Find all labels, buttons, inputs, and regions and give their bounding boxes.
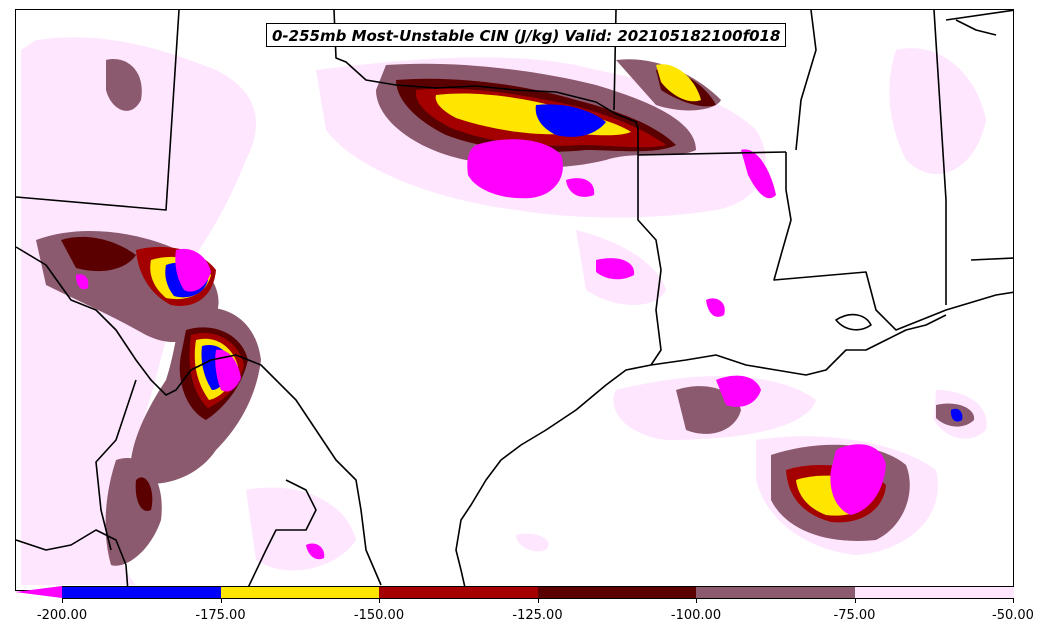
colorbar-tick-label: -200.00 bbox=[36, 608, 88, 623]
colorbar-tick bbox=[696, 598, 697, 603]
colorbar-tick bbox=[379, 598, 380, 603]
colorbar-tick-label: -125.00 bbox=[512, 608, 563, 623]
colorbar-segment bbox=[854, 586, 1014, 599]
colorbar-tick-label: -50.00 bbox=[992, 608, 1034, 623]
colorbar-tick-label: -100.00 bbox=[670, 608, 722, 623]
cin-map bbox=[16, 10, 1013, 590]
colorbar-segment bbox=[537, 586, 697, 599]
colorbar-tick bbox=[220, 598, 222, 603]
colorbar-segment bbox=[220, 586, 380, 599]
colorbar-tick-label: -150.00 bbox=[353, 608, 405, 623]
colorbar-under-arrow bbox=[15, 586, 62, 598]
colorbar-segment bbox=[62, 586, 222, 599]
colorbar-tick bbox=[537, 598, 539, 603]
colorbar bbox=[15, 586, 1014, 599]
colorbar-tick bbox=[62, 598, 63, 603]
colorbar-tick-label: -75.00 bbox=[833, 608, 876, 623]
colorbar-tick-label: -175.00 bbox=[195, 608, 246, 623]
colorbar-tick bbox=[854, 598, 856, 603]
colorbar-segment bbox=[696, 586, 856, 599]
map-title: 0-255mb Most-Unstable CIN (J/kg) Valid: … bbox=[266, 23, 787, 47]
boundary-lines bbox=[16, 10, 1013, 590]
colorbar-segment bbox=[379, 586, 539, 599]
map-panel: 0-255mb Most-Unstable CIN (J/kg) Valid: … bbox=[15, 9, 1014, 591]
colorbar-tick bbox=[1013, 598, 1014, 603]
cin-fill-magenta bbox=[76, 139, 886, 560]
